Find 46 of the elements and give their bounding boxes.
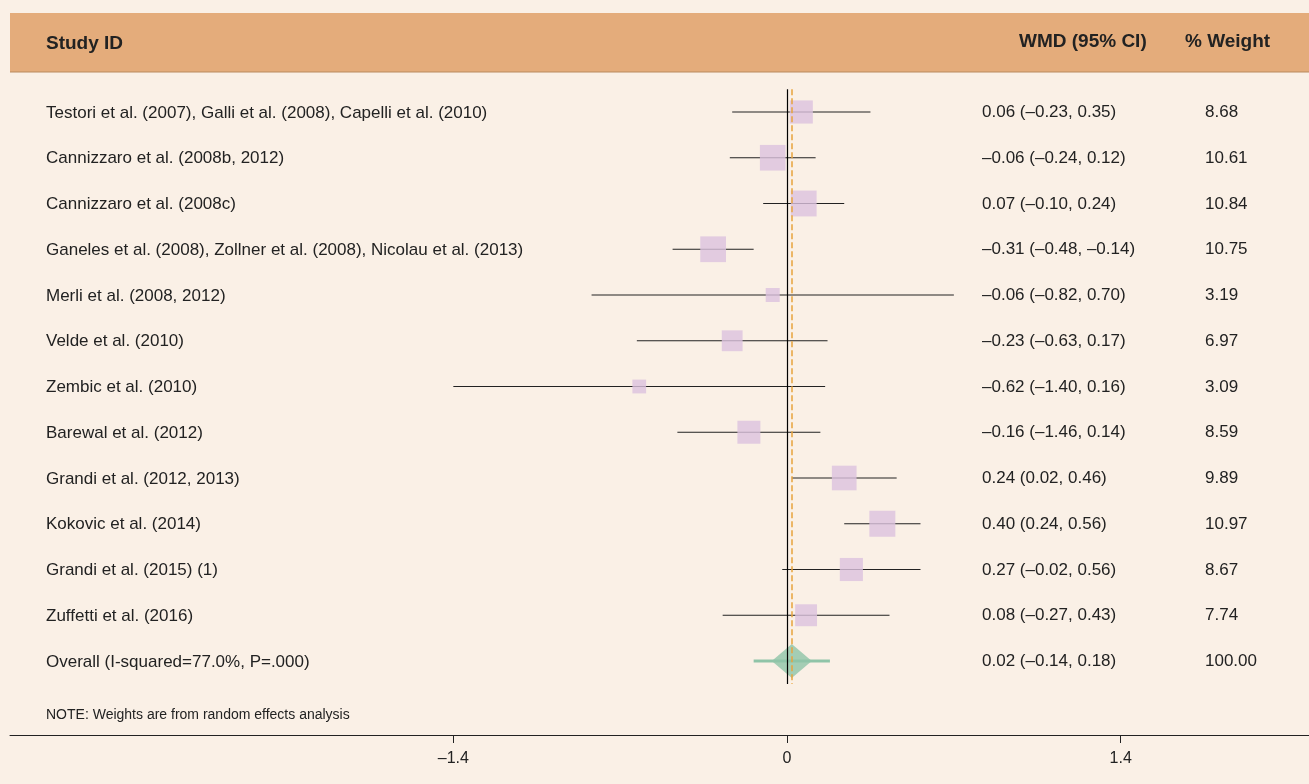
annotation: 3.19 <box>1205 285 1239 305</box>
annotation: 0.40 (0.24, 0.56) <box>982 513 1107 534</box>
annotation: 10.61 <box>1205 147 1248 168</box>
annotation: 8.59 <box>1205 422 1239 443</box>
y-tick-label: Merli et al. (2008, 2012) <box>46 285 226 305</box>
annotation: 10.97 <box>1205 513 1248 534</box>
y-tick-label: Velde et al. (2010) <box>46 331 184 351</box>
annotation: 7.74 <box>1205 605 1239 626</box>
y-tick-label: Testori et al. (2007), Galli et al. (2008), Capelli et al. (2010) <box>46 102 488 122</box>
text: WMD (95% CI) <box>1019 30 1147 51</box>
text: NOTE: Weights are from random effects analysis <box>46 706 350 722</box>
annotation: 8.67 <box>1205 559 1239 580</box>
annotation: 10.84 <box>1205 193 1248 214</box>
annotation: 0.07 (–0.10, 0.24) <box>982 193 1117 214</box>
annotation: 0.06 (–0.23, 0.35) <box>982 102 1117 122</box>
y-tick-label: Barewal et al. (2012) <box>46 422 203 442</box>
annotation: –0.23 (–0.63, 0.17) <box>982 330 1126 351</box>
y-tick-label: Zembic et al. (2010) <box>46 377 198 396</box>
x-tick-label: 1.4 <box>1109 748 1132 766</box>
annotation: –0.06 (–0.24, 0.12) <box>982 147 1126 168</box>
y-tick-label: Grandi et al. (2015) (1) <box>46 560 218 579</box>
annotation: 3.09 <box>1205 376 1239 397</box>
annotation: 0.24 (0.02, 0.46) <box>982 468 1107 488</box>
annotation: 6.97 <box>1205 330 1239 351</box>
y-axis-title: Study ID <box>46 31 124 53</box>
annotation: 10.75 <box>1205 239 1248 260</box>
annotation: 9.89 <box>1205 468 1239 488</box>
annotation: –0.16 (–1.46, 0.14) <box>982 422 1126 443</box>
y-tick-label: Cannizzaro et al. (2008c) <box>46 194 236 213</box>
annotation: 100.00 <box>1205 651 1257 671</box>
annotation: 0.02 (–0.14, 0.18) <box>982 651 1117 671</box>
annotation: 8.68 <box>1205 102 1239 122</box>
annotation: 0.08 (–0.27, 0.43) <box>982 605 1117 626</box>
annotation: –0.06 (–0.82, 0.70) <box>982 285 1126 305</box>
y-tick-label: Kokovic et al. (2014) <box>46 514 201 534</box>
x-tick-label: –1.4 <box>437 748 469 766</box>
annotation: –0.62 (–1.40, 0.16) <box>982 376 1126 397</box>
x-tick-label: 0 <box>782 748 792 766</box>
y-tick-label: Overall (I-squared=77.0%, P=.000) <box>46 651 310 671</box>
y-tick-label: Cannizzaro et al. (2008b, 2012) <box>46 148 285 168</box>
y-tick-label: Grandi et al. (2012, 2013) <box>46 468 240 488</box>
y-tick-label: Zuffetti et al. (2016) <box>46 605 194 625</box>
annotation: 0.27 (–0.02, 0.56) <box>982 559 1117 580</box>
y-tick-label: Ganeles et al. (2008), Zollner et al. (2008), Nicolau et al. (2013) <box>46 239 524 259</box>
text: % Weight <box>1185 30 1271 51</box>
annotation: –0.31 (–0.48, –0.14) <box>982 239 1136 260</box>
